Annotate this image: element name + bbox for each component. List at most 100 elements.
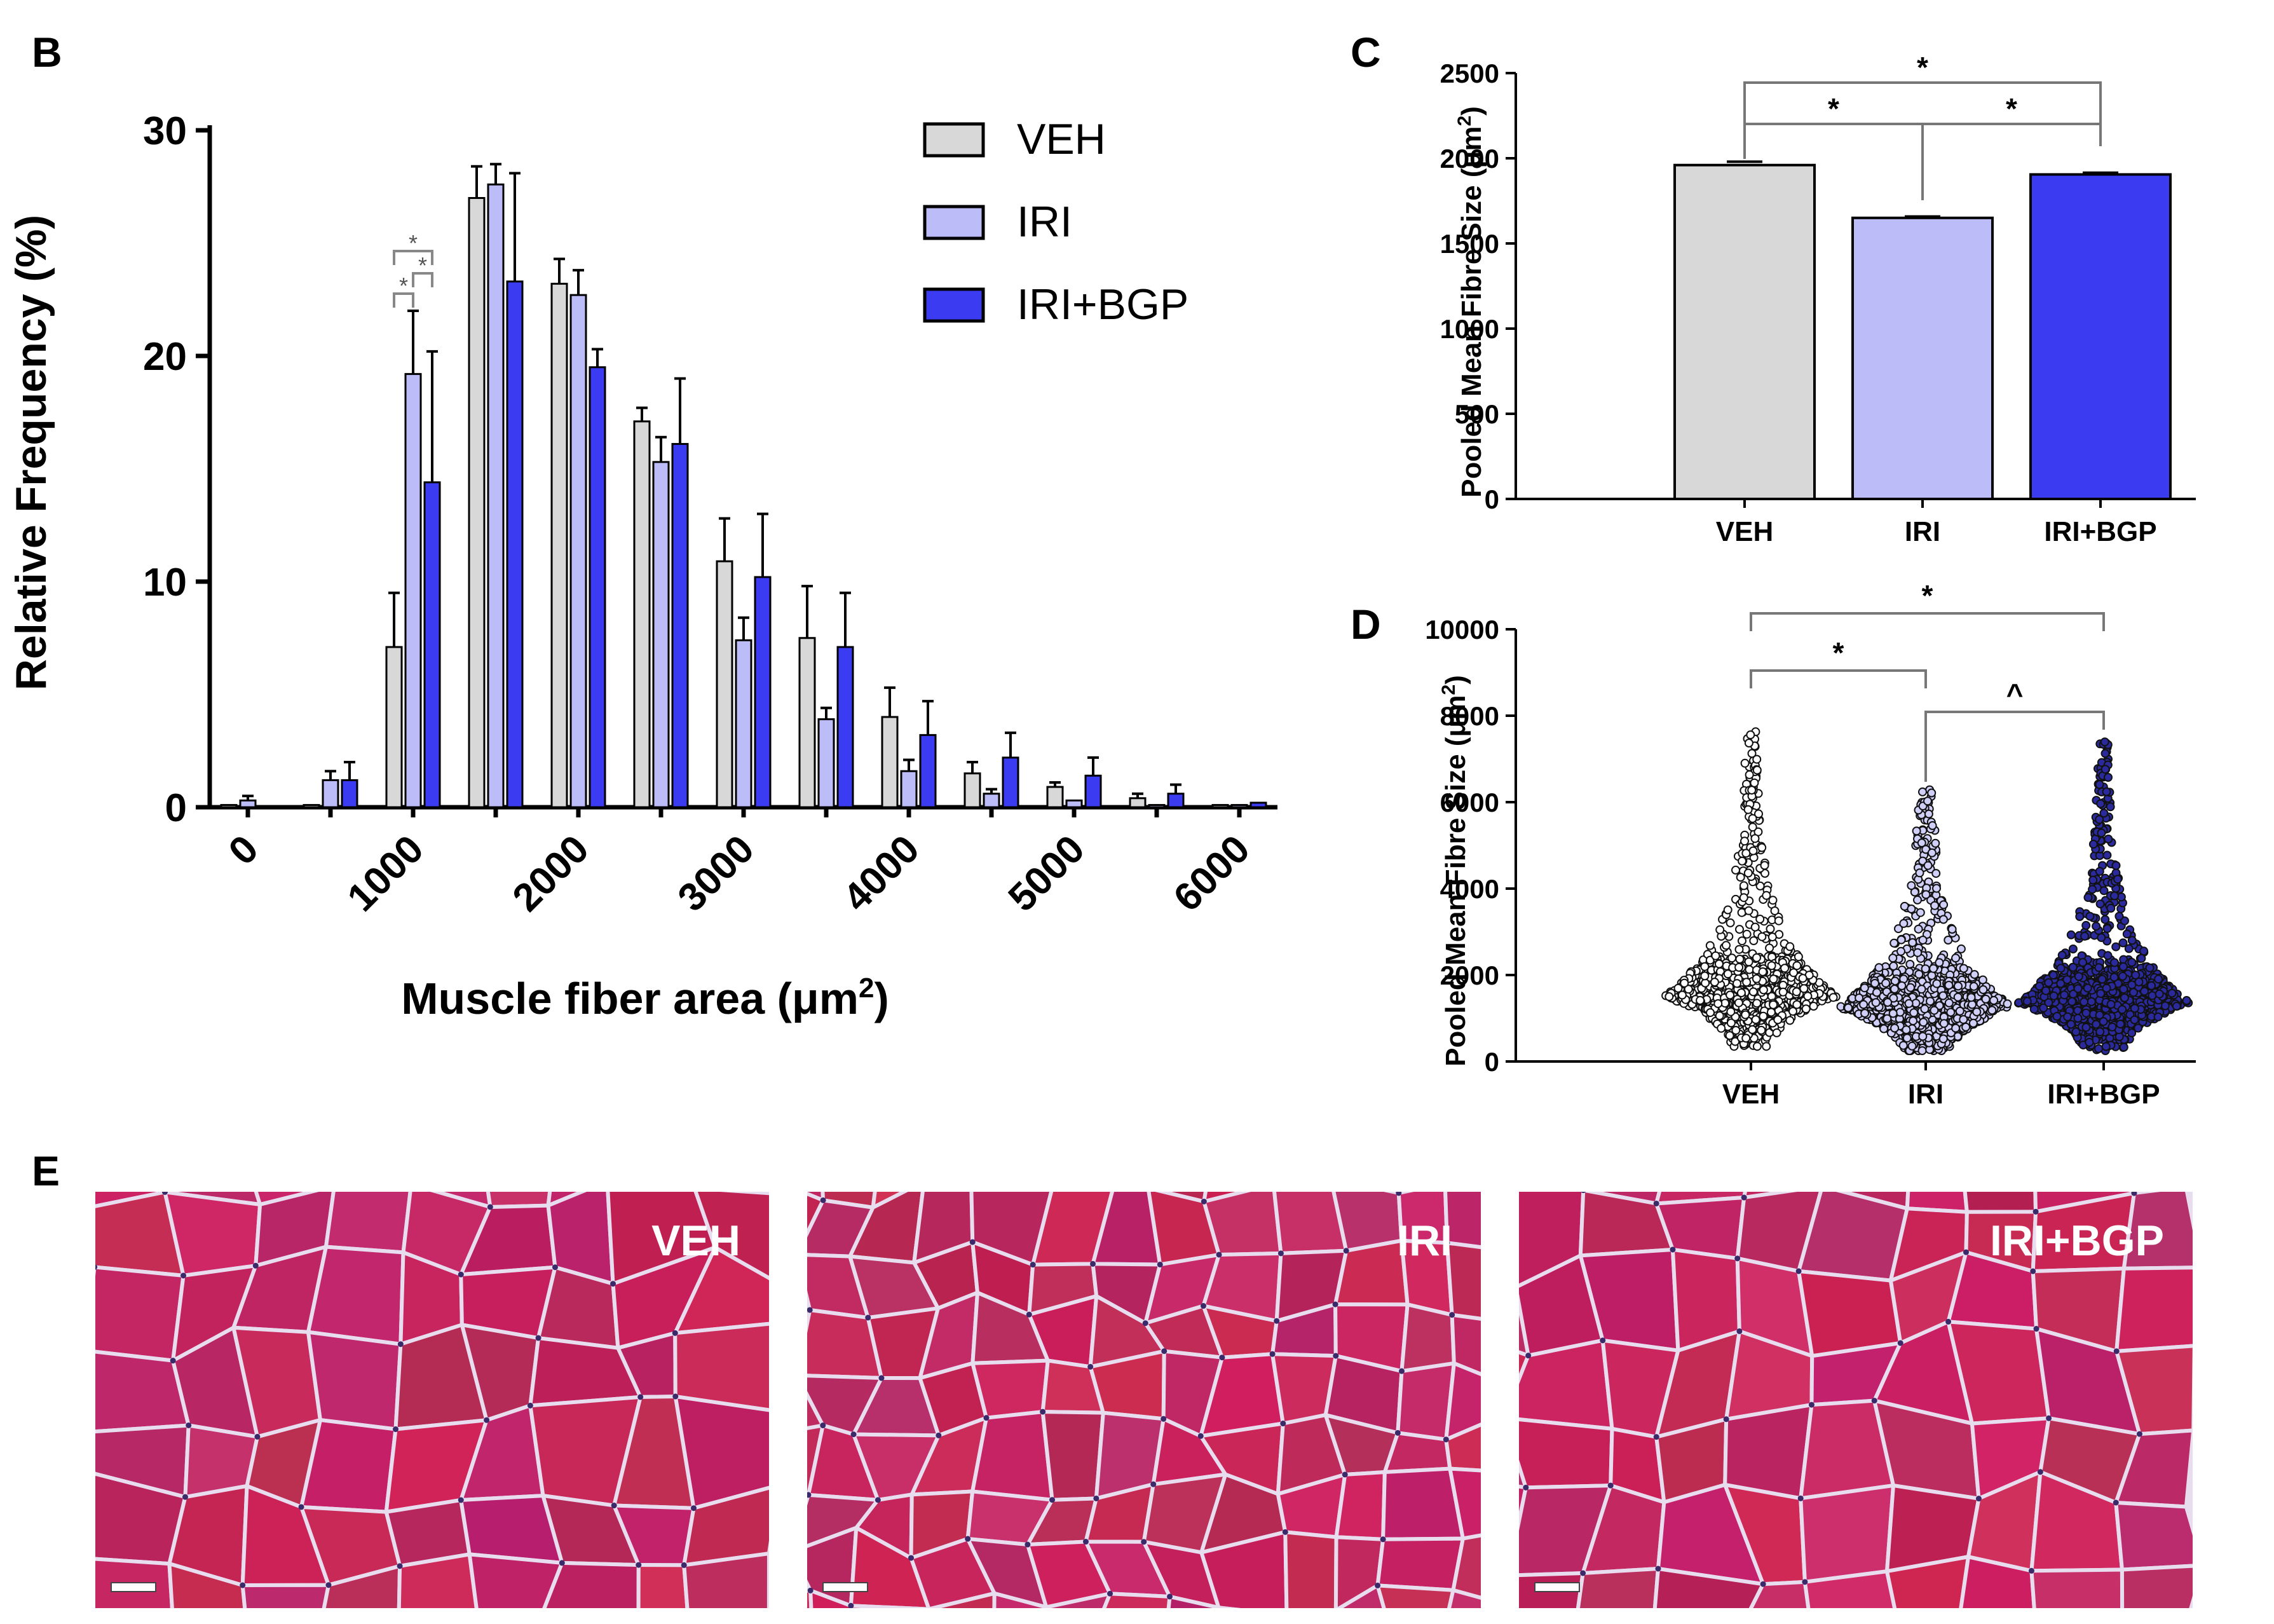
- panel-d-x-tick-label: IRI+BGP: [2047, 1079, 2160, 1110]
- panel-d-point-iri: [2003, 999, 2012, 1009]
- panel-d-point-iri: [1939, 900, 1949, 910]
- panel-d-point-iri: [1889, 938, 1899, 948]
- nucleus: [252, 1262, 259, 1269]
- nucleus: [848, 1602, 854, 1608]
- muscle-fibre: [1399, 1302, 1456, 1374]
- panel-d-point-iri: [1916, 908, 1925, 917]
- panel-d-point-veh: [1713, 999, 1723, 1008]
- muscle-fibre: [1262, 1610, 1338, 1624]
- panel-d-point-veh: [1677, 990, 1687, 1000]
- panel-b-y-axis-label: Relative Frequency (%): [7, 215, 55, 690]
- panel-d-point-veh: [1754, 809, 1763, 819]
- muscle-fibre: [1959, 1555, 2036, 1608]
- panel-d-point-iri: [1889, 993, 1898, 1003]
- panel-d-point-veh: [1769, 974, 1778, 984]
- panel-d-point-iri-bgp: [2110, 958, 2119, 967]
- nucleus: [1093, 1495, 1100, 1501]
- micrograph-label-iri: IRI: [1397, 1217, 1452, 1265]
- panel-d-point-iri: [1909, 1016, 1918, 1026]
- panel-d-point-iri: [1921, 890, 1931, 899]
- nucleus: [1141, 1539, 1147, 1545]
- panel-b-bar-iri-bgp: [1084, 774, 1102, 809]
- panel-d-point-veh: [1749, 936, 1759, 945]
- nucleus: [1090, 1260, 1096, 1267]
- panel-d-point-veh: [1760, 861, 1769, 870]
- panel-b-bar-iri: [404, 372, 422, 809]
- muscle-fibre: [1102, 1592, 1172, 1608]
- nucleus: [1167, 1593, 1173, 1600]
- nucleus: [76, 1555, 82, 1560]
- nucleus: [186, 1422, 192, 1428]
- nucleus: [325, 1582, 332, 1588]
- panel-d-point-veh: [1673, 983, 1683, 993]
- nucleus: [1523, 1484, 1529, 1491]
- panel-d-point-iri-bgp: [2127, 958, 2137, 967]
- panel-b-bar-iri-bgp: [506, 280, 524, 809]
- nucleus: [709, 1096, 714, 1102]
- panel-b-bar-iri-bgp: [589, 366, 606, 809]
- panel-d-point-iri-bgp: [2120, 993, 2129, 1002]
- panel-d-point-iri-bgp: [2052, 1012, 2062, 1021]
- nucleus: [1394, 1430, 1401, 1436]
- panel-d-point-veh: [1738, 856, 1747, 866]
- panel-d-point-iri-bgp: [2155, 989, 2164, 999]
- muscle-fibre: [1576, 1567, 1660, 1608]
- panel-b-bracket-veh-iri: [393, 292, 414, 308]
- nucleus: [559, 1560, 565, 1566]
- panel-d-point-iri-bgp: [2111, 942, 2121, 952]
- panel-d-point-veh: [1767, 961, 1776, 971]
- nucleus: [969, 1239, 976, 1245]
- nucleus: [1396, 1192, 1402, 1196]
- panel-d-point-iri: [1981, 994, 1991, 1004]
- panel-d-point-iri-bgp: [2094, 1044, 2103, 1053]
- nucleus: [1201, 1198, 1207, 1204]
- panel-d-point-iri: [1953, 992, 1963, 1002]
- panel-d-point-veh: [1755, 915, 1765, 924]
- panel-d-point-veh: [1734, 945, 1744, 954]
- panel-d-point-iri-bgp: [2107, 1022, 2117, 1032]
- nucleus: [1380, 1536, 1386, 1543]
- muscle-fibre: [1799, 1484, 1896, 1584]
- nucleus: [1280, 1421, 1286, 1427]
- panel-b-bracket-iri-iri-bgp: [412, 272, 433, 287]
- panel-d-point-iri: [1917, 1046, 1927, 1055]
- panel-d-point-iri: [1890, 1023, 1900, 1033]
- panel-b-x-tick-label: 3000: [670, 827, 763, 920]
- panel-d-point-veh: [1792, 1000, 1802, 1009]
- muscle-fibre: [1274, 1127, 1334, 1184]
- nucleus: [36, 1472, 41, 1478]
- nucleus: [458, 1271, 464, 1278]
- panel-b-significance-label: *: [409, 230, 418, 256]
- nucleus: [807, 1492, 812, 1498]
- panel-d-point-iri-bgp: [2106, 1000, 2116, 1009]
- panel-d-point-iri: [1968, 1000, 1977, 1009]
- panel-d-point-veh: [1748, 814, 1757, 823]
- panel-b-bracket-veh-iri-bgp: [393, 250, 433, 265]
- muscle-fibre: [693, 1192, 769, 1281]
- panel-d-point-veh: [1726, 1007, 1736, 1016]
- panel-b-bar-veh: [220, 803, 238, 809]
- panel-d-point-iri: [1939, 1019, 1949, 1028]
- panel-d-point-iri-bgp: [2097, 933, 2106, 943]
- panel-c-significance-label: *: [1828, 92, 1839, 125]
- panel-b-bar-veh: [303, 803, 320, 809]
- panel-d-point-iri: [1859, 1000, 1869, 1009]
- panel-d-point-iri-bgp: [2122, 929, 2132, 939]
- nucleus: [1442, 1180, 1448, 1186]
- panel-d-point-iri: [1914, 924, 1923, 934]
- panel-d-point-veh: [1750, 922, 1760, 932]
- muscle-fibre: [1519, 1571, 1585, 1608]
- panel-d-point-veh: [1700, 962, 1710, 971]
- panel-d-point-iri: [1959, 964, 1968, 973]
- nucleus: [1581, 1192, 1586, 1194]
- panel-d-point-veh: [1710, 978, 1719, 987]
- muscle-fibre: [322, 1564, 402, 1608]
- panel-d-point-veh: [1809, 1002, 1818, 1011]
- nucleus: [761, 1173, 767, 1179]
- panel-d-point-iri-bgp: [2134, 977, 2144, 986]
- nucleus: [2033, 1326, 2039, 1332]
- panel-d-point-iri-bgp: [2069, 989, 2078, 999]
- panel-d-point-veh: [1722, 941, 1731, 950]
- nucleus: [1157, 1261, 1163, 1267]
- nucleus: [1820, 1184, 1825, 1189]
